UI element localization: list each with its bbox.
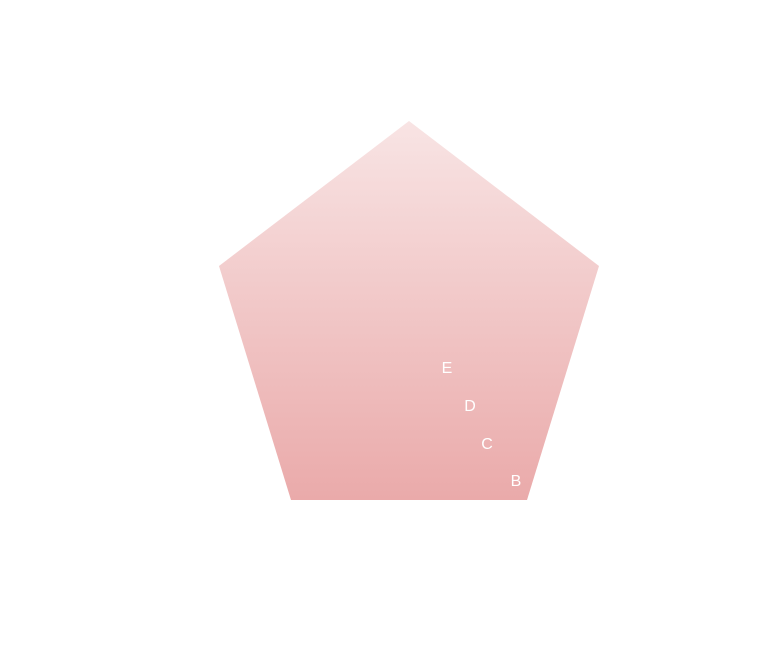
pentagon-shape <box>219 121 599 500</box>
label-e: E <box>442 360 453 377</box>
label-b: B <box>511 473 522 490</box>
label-d: D <box>464 398 476 415</box>
label-c: C <box>481 436 493 453</box>
